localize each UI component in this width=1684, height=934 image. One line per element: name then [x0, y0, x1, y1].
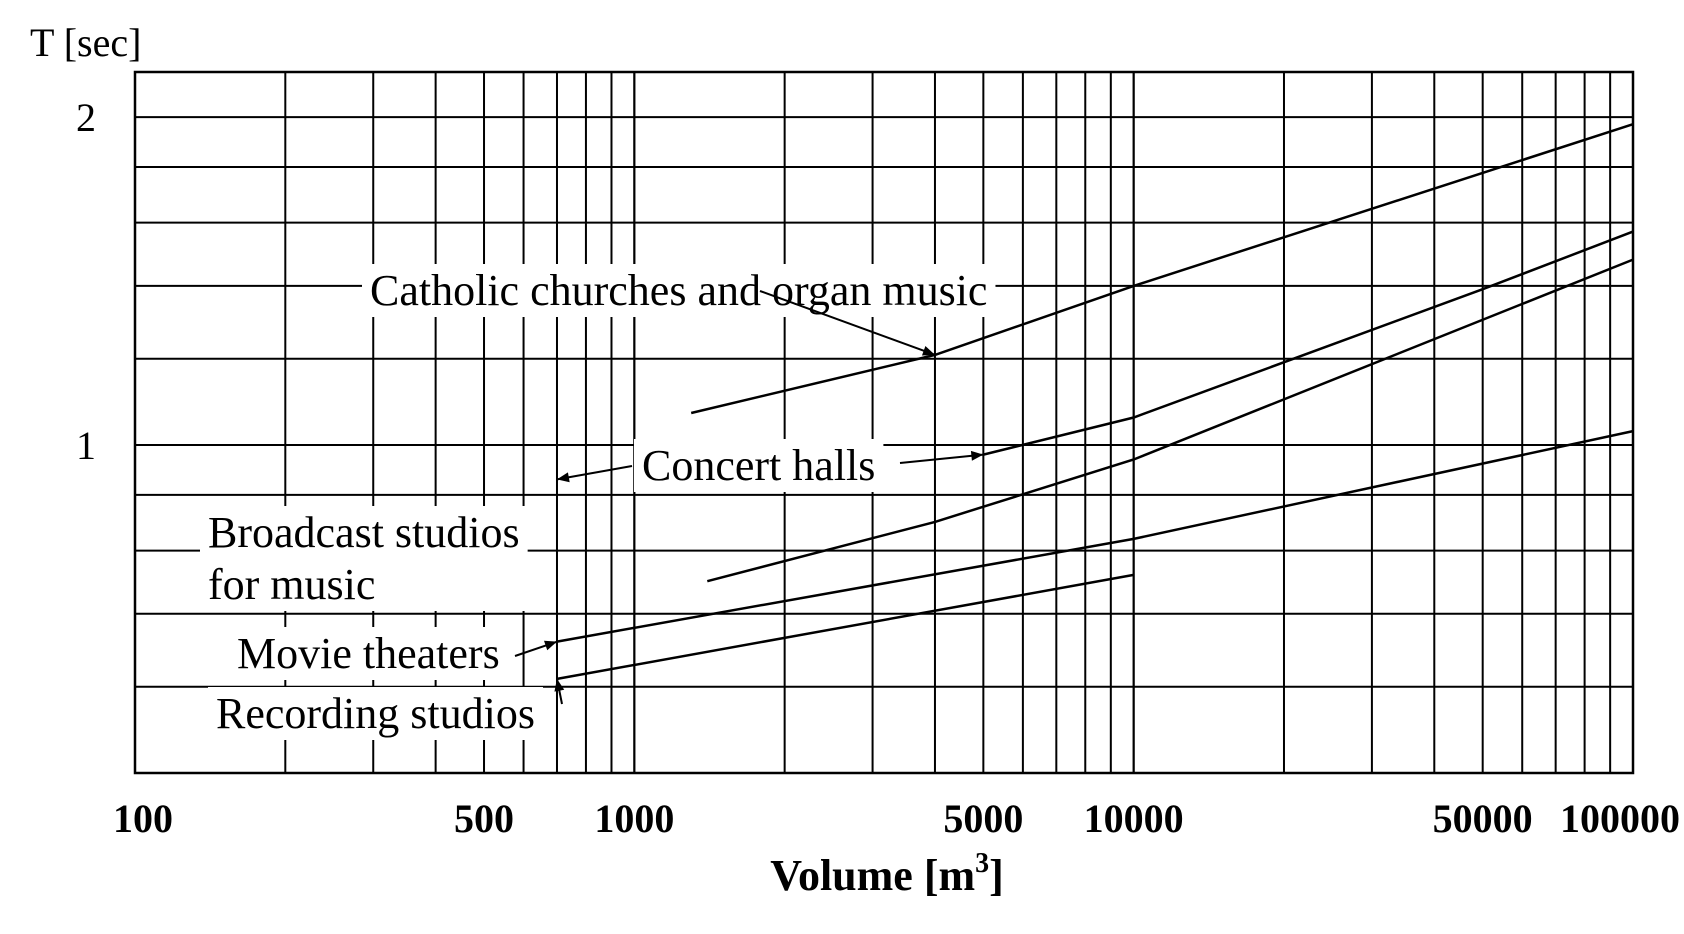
annotation-movie: Movie theaters — [229, 627, 508, 680]
x-tick-label: 100000 — [1560, 796, 1680, 841]
annotation-text-concert: Concert halls — [642, 441, 875, 490]
annotation-group: Catholic churches and organ music Concert… — [200, 264, 996, 740]
annotation-concert: Concert halls — [634, 439, 884, 492]
x-tick-label: 50000 — [1433, 796, 1533, 841]
annotation-text-broadcast: for music — [208, 560, 375, 609]
x-tick-label: 1000 — [594, 796, 674, 841]
x-axis-label: Volume [m3] — [770, 848, 1004, 900]
x-tick-label: 100 — [113, 796, 173, 841]
y-tick-labels: 12 — [76, 95, 96, 468]
annotation-background — [200, 506, 528, 611]
arrowhead-catholic — [921, 346, 935, 356]
x-axis-label-close: ] — [989, 851, 1004, 900]
annotation-catholic: Catholic churches and organ music — [362, 264, 996, 317]
plot-frame — [133, 70, 1635, 775]
annotation-layer: Catholic churches and organ music Concert… — [200, 264, 996, 740]
series-line-1 — [690, 123, 1634, 415]
series-layer — [556, 123, 1634, 681]
x-tick-labels: 100 500 1000 5000 10000 50000 100000 — [113, 796, 1680, 841]
x-axis-label-main: Volume [m — [770, 851, 975, 900]
annotation-background — [362, 264, 996, 317]
y-axis-label: T [sec] — [30, 20, 141, 65]
arrowhead-broadcast — [556, 472, 570, 483]
annotation-arrows — [514, 290, 984, 705]
series-line-2 — [983, 230, 1634, 456]
x-tick-label: 500 — [454, 796, 514, 841]
leader-line-concert — [899, 453, 984, 464]
arrowhead-movie — [544, 640, 557, 651]
annotation-text-recording: Recording studios — [216, 689, 535, 738]
arrowhead-recording — [554, 678, 565, 692]
y-tick-label: 1 — [76, 423, 96, 468]
annotation-background — [208, 687, 543, 740]
annotation-background — [634, 439, 884, 492]
x-tick-label: 5000 — [943, 796, 1023, 841]
annotation-text-broadcast: Broadcast studios — [208, 508, 520, 557]
annotation-recording: Recording studios — [208, 687, 543, 740]
series-line-5 — [556, 573, 1134, 681]
leader-line-broadcast — [556, 465, 633, 481]
annotation-background — [229, 627, 508, 680]
x-tick-label: 10000 — [1084, 796, 1184, 841]
annotation-text-movie: Movie theaters — [237, 629, 500, 678]
arrowhead-concert — [970, 450, 984, 461]
x-axis-label-superscript: 3 — [975, 848, 989, 879]
annotation-text-catholic: Catholic churches and organ music — [370, 266, 987, 315]
series-line-3 — [706, 258, 1634, 583]
y-tick-label: 2 — [76, 95, 96, 140]
grid — [135, 72, 1633, 773]
leader-line-catholic — [759, 290, 936, 356]
